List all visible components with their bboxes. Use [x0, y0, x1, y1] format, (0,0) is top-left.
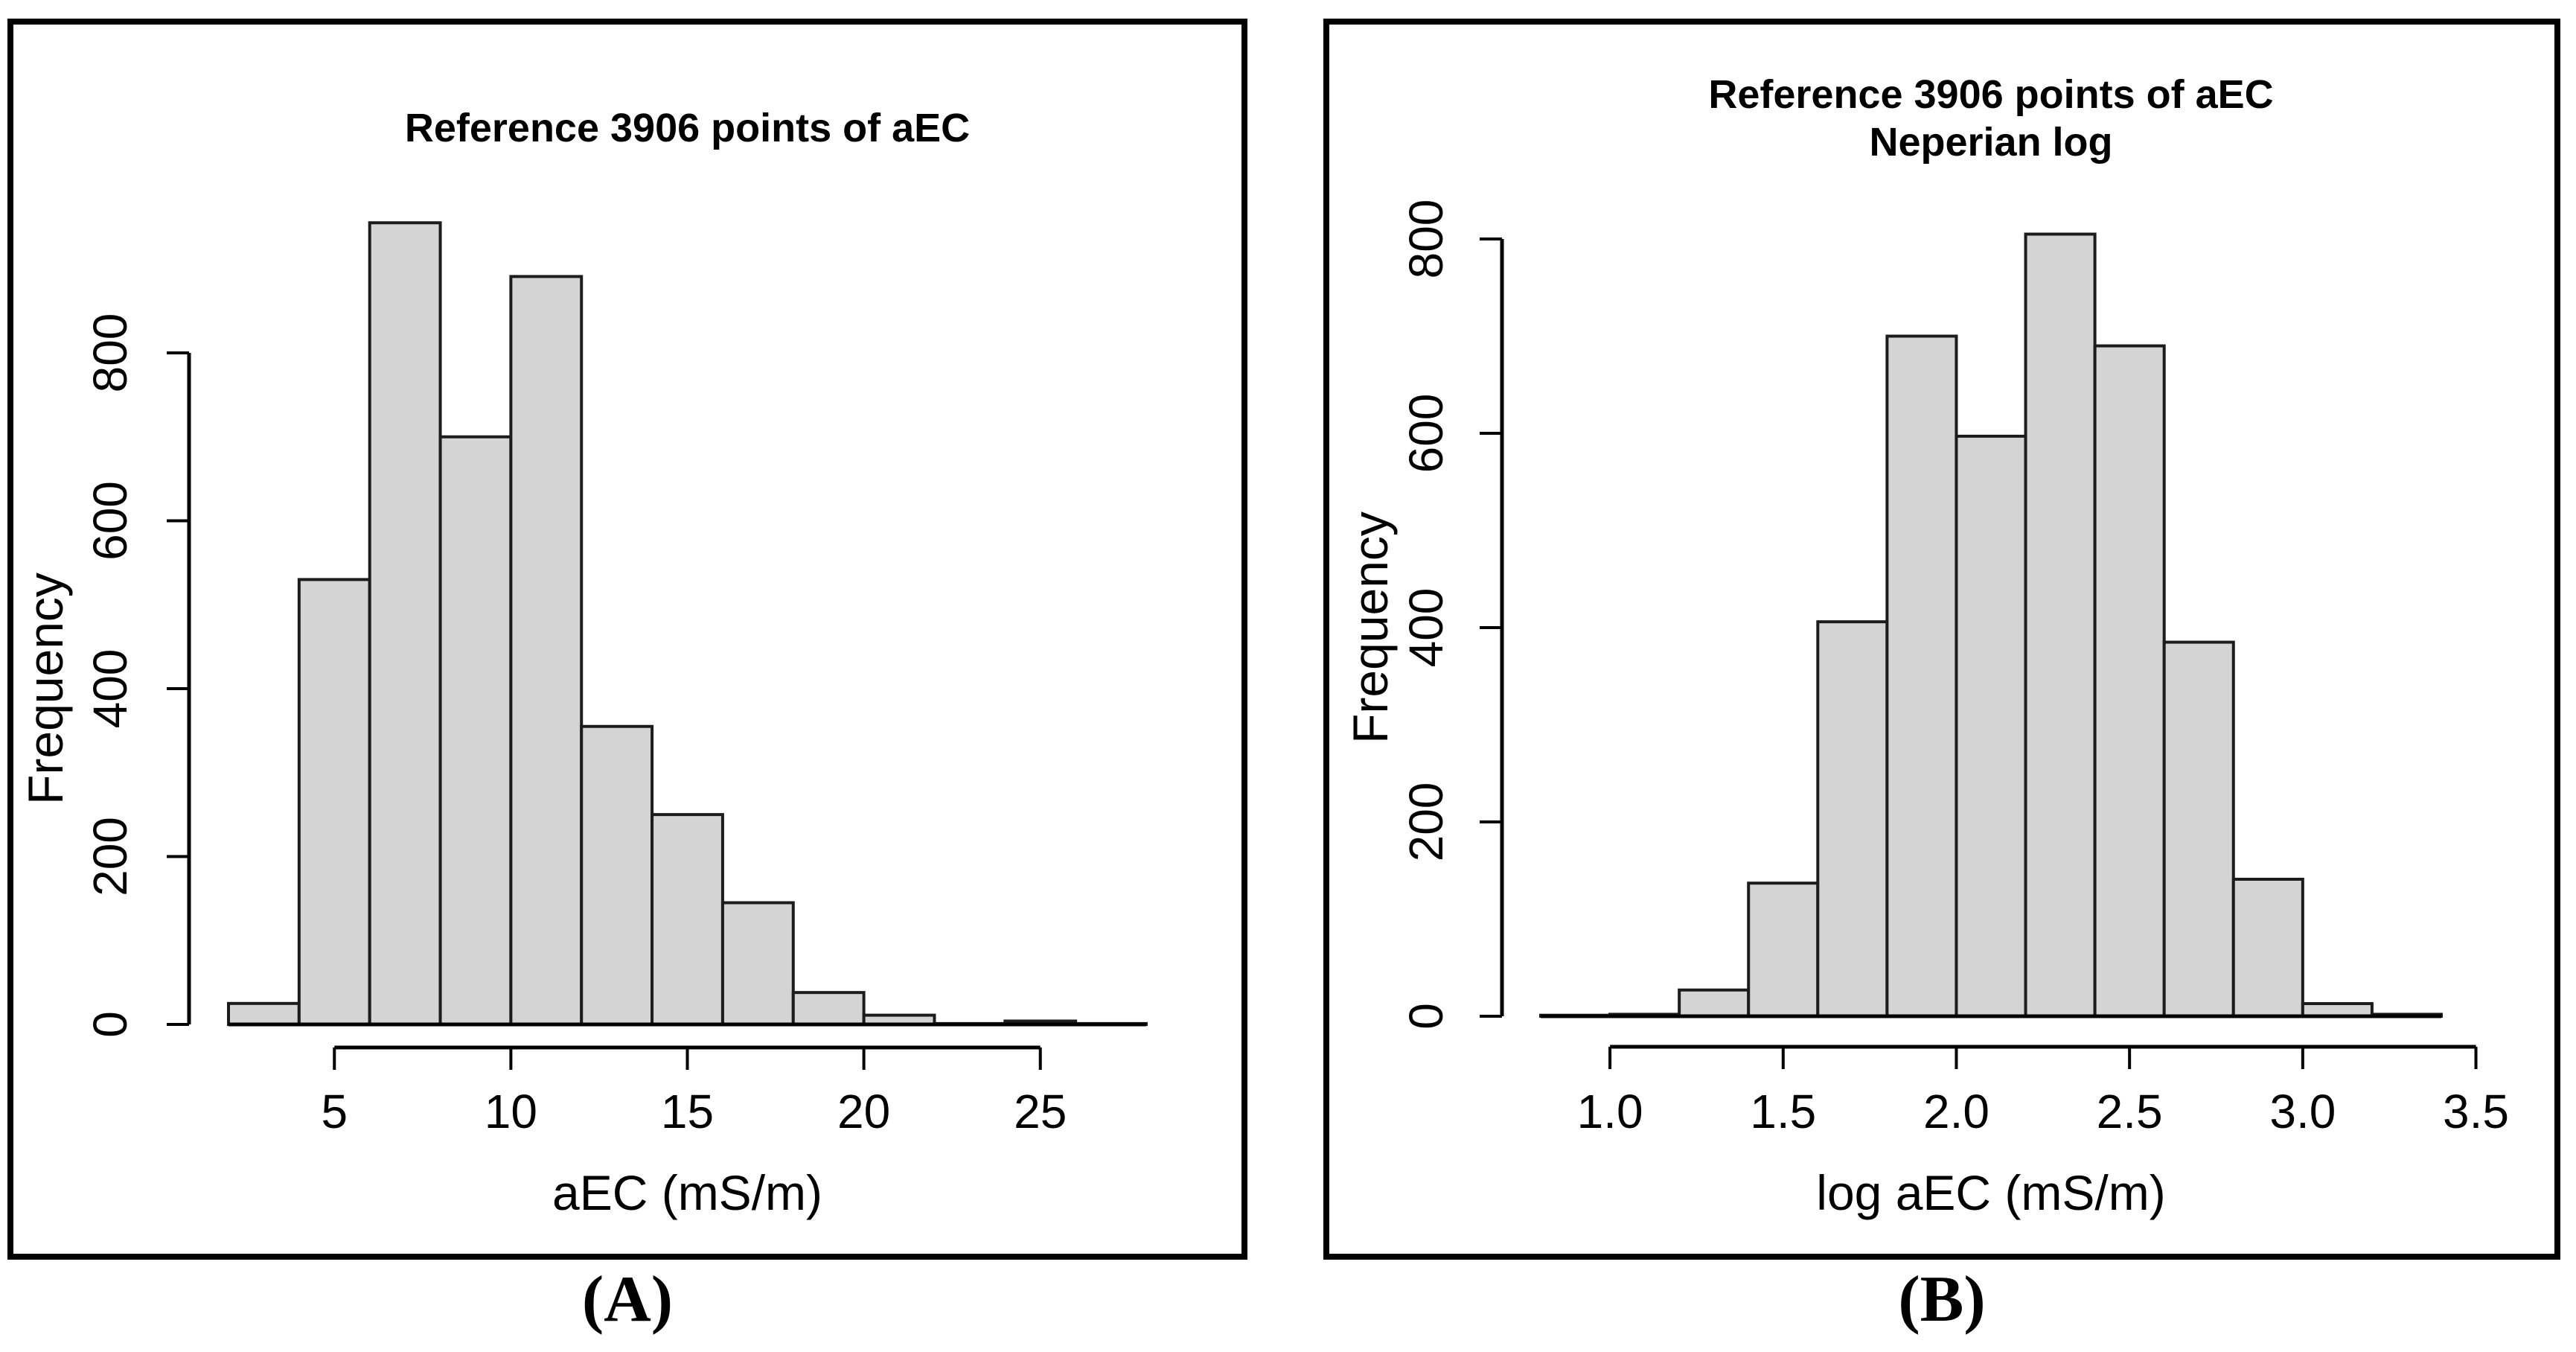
chart-title-line: Neperian log	[1869, 120, 2112, 165]
y-tick-label: 200	[83, 817, 137, 896]
y-tick-label: 400	[1399, 588, 1453, 668]
histogram-panel-b: Reference 3906 points of aEC Neperian log…	[1323, 19, 2560, 1260]
histogram-panel-a: Reference 3906 points of aEC 5 10 15 20 25 aEC…	[7, 19, 1247, 1260]
x-tick-label: 15	[661, 1085, 714, 1138]
histogram-bar	[297, 578, 371, 1026]
caption-a: (A)	[581, 1263, 674, 1336]
histogram-bar	[1885, 334, 1958, 1018]
caption-b: (B)	[1898, 1263, 1986, 1336]
histogram-bar	[2093, 344, 2166, 1018]
x-tick-label: 3.5	[2443, 1085, 2509, 1138]
histogram-bar	[651, 813, 724, 1026]
y-tick-label: 200	[1399, 782, 1453, 862]
histogram-bar	[438, 435, 513, 1026]
histogram-bar	[580, 724, 654, 1026]
histogram-bar	[720, 901, 795, 1026]
chart-title-line: Reference 3906 points of aEC	[1708, 72, 2273, 117]
x-axis-title: aEC (mS/m)	[552, 1165, 822, 1220]
x-tick-label: 2.0	[1923, 1085, 1989, 1138]
x-tick-label: 1.5	[1750, 1085, 1816, 1138]
x-tick-label: 20	[837, 1085, 890, 1138]
y-tick-label: 800	[1399, 200, 1453, 279]
y-tick-label: 400	[83, 649, 137, 729]
histogram-bar	[1747, 881, 1820, 1018]
histogram-bar	[227, 1001, 301, 1026]
x-tick-label: 25	[1014, 1085, 1067, 1138]
histogram-bar	[1955, 434, 2027, 1018]
histogram-bar	[2231, 877, 2304, 1018]
histogram-bar	[509, 275, 584, 1026]
histogram-chart-a: Reference 3906 points of aEC 5 10 15 20 25 aEC…	[18, 106, 1148, 1220]
x-tick-label: 5	[321, 1085, 348, 1138]
histogram-bar	[791, 991, 866, 1027]
x-tick-label: 10	[485, 1085, 537, 1138]
y-axis-title: Frequency	[1343, 511, 1398, 744]
y-tick-label: 800	[83, 313, 137, 393]
y-axis-title: Frequency	[18, 573, 73, 805]
histogram-bar	[2024, 232, 2097, 1018]
histogram-bar	[2162, 640, 2235, 1018]
histogram-bar	[1816, 620, 1889, 1018]
histogram-bar	[368, 221, 442, 1026]
x-tick-label: 1.0	[1577, 1085, 1643, 1138]
histogram-bar	[2301, 1002, 2374, 1018]
y-tick-label: 0	[1399, 1003, 1453, 1030]
x-axis-title: log aEC (mS/m)	[1816, 1165, 2165, 1220]
y-tick-label: 600	[1399, 394, 1453, 473]
x-tick-label: 3.0	[2269, 1085, 2336, 1138]
x-tick-label: 2.5	[2097, 1085, 2163, 1138]
histogram-bar	[1678, 988, 1751, 1018]
y-tick-label: 0	[83, 1011, 137, 1038]
chart-title-line: Reference 3906 points of aEC	[405, 106, 970, 150]
y-tick-label: 600	[83, 481, 137, 561]
